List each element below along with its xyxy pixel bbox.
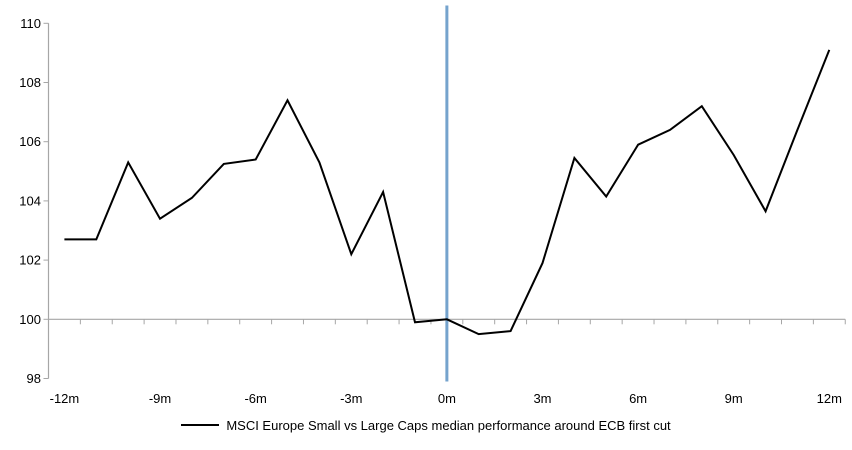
x-tick-label: 0m [438, 391, 456, 406]
x-tick-label: 6m [629, 391, 647, 406]
x-tick-label: 12m [817, 391, 842, 406]
x-tick-label: -6m [244, 391, 266, 406]
x-tick-label: -9m [149, 391, 171, 406]
x-tick-label: 9m [725, 391, 743, 406]
x-tick-label: -12m [50, 391, 80, 406]
y-tick-label: 104 [19, 193, 41, 208]
y-tick-label: 102 [19, 253, 41, 268]
series-line [64, 49, 831, 336]
y-tick-label: 106 [19, 134, 41, 149]
legend-label: MSCI Europe Small vs Large Caps median p… [226, 417, 671, 433]
legend: MSCI Europe Small vs Large Caps median p… [0, 415, 852, 435]
x-tick-label: 3m [533, 391, 551, 406]
x-tick-label: -3m [340, 391, 362, 406]
y-tick-label: 100 [19, 312, 41, 327]
y-tick-label: 108 [19, 75, 41, 90]
legend-line-swatch [181, 424, 220, 426]
y-tick-label: 110 [20, 16, 41, 31]
y-tick-label: 98 [27, 371, 41, 386]
